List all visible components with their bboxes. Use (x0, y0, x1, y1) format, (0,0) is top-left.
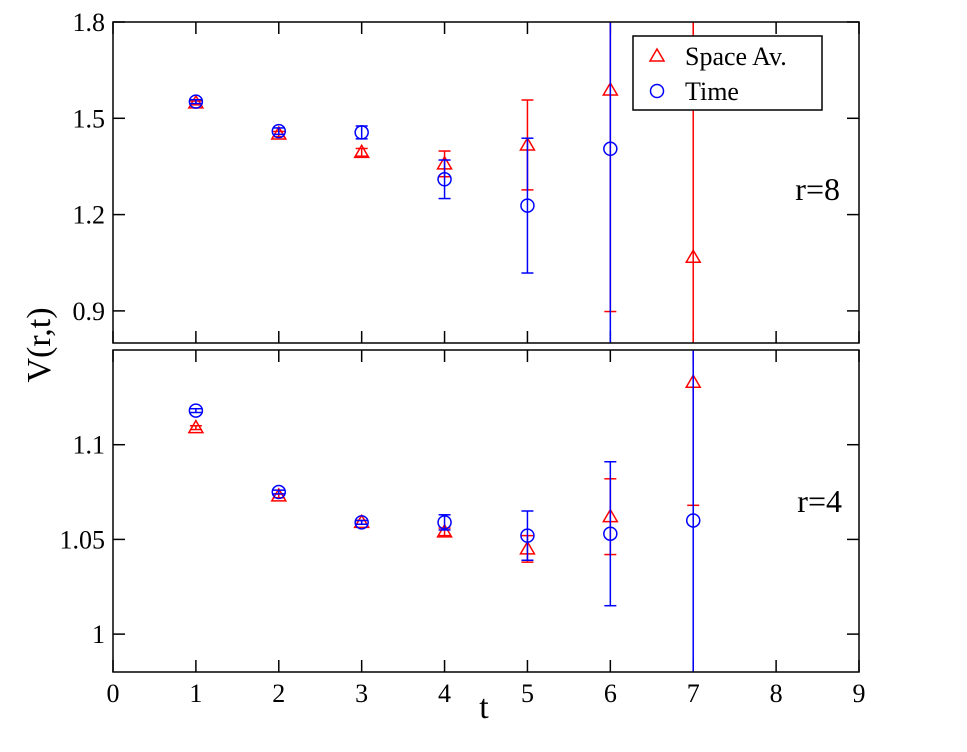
x-tick-label: 8 (770, 679, 783, 708)
y-tick-label: 1.5 (73, 104, 106, 133)
data-point-circle (603, 526, 618, 541)
x-tick-label: 3 (355, 679, 368, 708)
panel-bottom: 1 1.05 1.1 0 1 2 3 4 5 6 7 8 9 r=4 (60, 349, 866, 708)
x-tick-label: 2 (272, 679, 285, 708)
panel-top: 0.9 1.2 1.5 1.8 r=8 Space Av. Time (73, 8, 860, 344)
legend-marker-triangle (648, 47, 666, 62)
data-point-triangle (353, 513, 370, 529)
data-point-circle (437, 172, 452, 187)
y-tick-label: 1.2 (73, 201, 106, 230)
legend-label: Time (685, 77, 739, 106)
x-tick-label: 0 (107, 679, 120, 708)
panel-label-bottom: r=4 (797, 483, 842, 519)
data-point-circle (520, 198, 535, 213)
y-tick-label: 1.05 (60, 525, 106, 554)
y-axis-title: V(r,t) (21, 307, 58, 382)
legend-box (632, 35, 823, 111)
x-tick-label: 4 (438, 679, 451, 708)
data-point-circle (271, 123, 287, 139)
data-point-circle (603, 141, 618, 157)
x-tick-label: 7 (687, 679, 700, 708)
legend-label: Space Av. (685, 42, 787, 71)
data-point-triangle (684, 248, 702, 264)
data-point-triangle (353, 143, 370, 159)
data-point-circle (354, 515, 369, 530)
plot-frame (112, 21, 860, 344)
series-time (188, 22, 618, 343)
plot-frame (112, 349, 860, 673)
series-space-av (187, 22, 702, 343)
y-tick-label: 1.1 (73, 431, 106, 460)
y-tick-label: 0.9 (73, 297, 106, 326)
data-point-triangle (270, 125, 288, 140)
data-point-circle (188, 94, 204, 109)
x-axis-title: t (479, 689, 489, 726)
data-point-circle (685, 513, 701, 528)
data-point-circle (354, 125, 369, 140)
panel-label-top: r=8 (795, 171, 840, 207)
data-point-triangle (436, 523, 453, 538)
y-tick-label: 1 (92, 620, 105, 649)
data-point-triangle (187, 419, 205, 434)
y-tick-label: 1.8 (73, 8, 106, 37)
data-point-circle (271, 484, 287, 500)
legend-marker-circle (649, 83, 665, 99)
data-point-circle (520, 528, 535, 543)
data-layer (187, 22, 702, 343)
data-point-circle (188, 403, 204, 418)
x-tick-label: 9 (853, 679, 866, 708)
series-time (188, 350, 701, 672)
data-point-triangle (270, 487, 288, 502)
x-tick-label: 5 (521, 679, 534, 708)
x-tick-label: 1 (189, 679, 202, 708)
data-layer (187, 350, 702, 672)
data-point-circle (437, 515, 452, 530)
legend: Space Av. Time (632, 35, 823, 111)
x-tick-label: 6 (604, 679, 617, 708)
